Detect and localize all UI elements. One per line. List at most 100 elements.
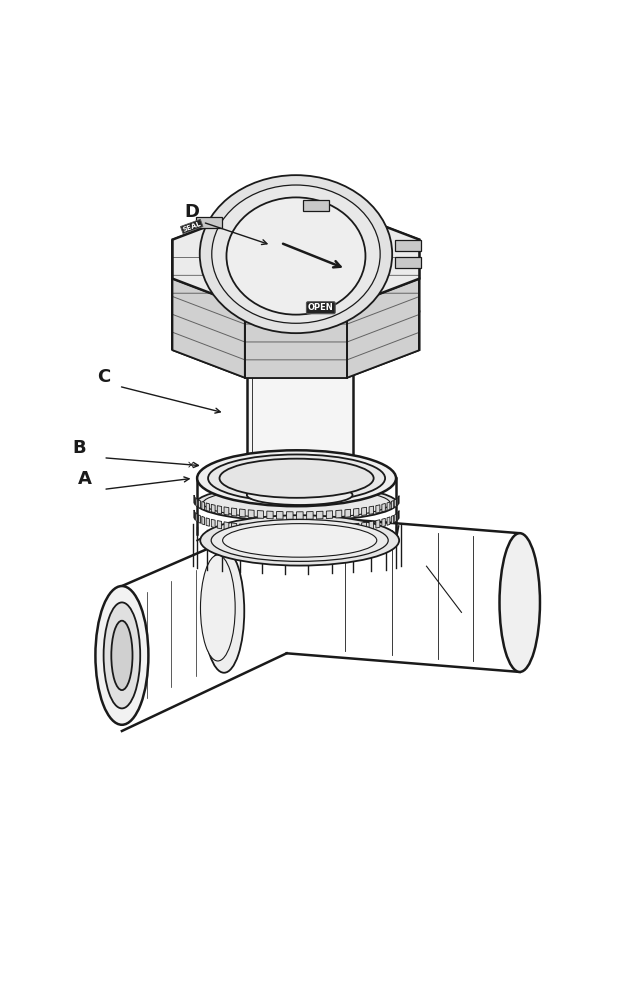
- Polygon shape: [173, 284, 419, 378]
- Polygon shape: [199, 500, 201, 508]
- Polygon shape: [217, 521, 222, 529]
- Polygon shape: [199, 515, 201, 523]
- Ellipse shape: [211, 519, 388, 561]
- Polygon shape: [307, 527, 313, 534]
- Polygon shape: [391, 500, 394, 509]
- Polygon shape: [369, 521, 374, 529]
- Polygon shape: [354, 523, 359, 531]
- Text: OPEN: OPEN: [308, 303, 334, 312]
- Text: SEAL: SEAL: [181, 220, 202, 233]
- Ellipse shape: [208, 454, 385, 502]
- Polygon shape: [196, 217, 222, 228]
- Polygon shape: [196, 498, 197, 507]
- Ellipse shape: [247, 485, 353, 505]
- Ellipse shape: [200, 175, 392, 333]
- Polygon shape: [224, 522, 229, 530]
- Polygon shape: [257, 511, 264, 518]
- Polygon shape: [382, 503, 385, 512]
- Polygon shape: [232, 523, 237, 531]
- Polygon shape: [303, 200, 329, 211]
- Polygon shape: [277, 526, 283, 534]
- Polygon shape: [173, 279, 245, 378]
- Polygon shape: [257, 525, 264, 533]
- Polygon shape: [206, 503, 209, 511]
- Text: C: C: [97, 368, 110, 386]
- Ellipse shape: [112, 621, 133, 690]
- Polygon shape: [387, 517, 390, 525]
- Polygon shape: [287, 512, 293, 519]
- Ellipse shape: [227, 197, 366, 315]
- Polygon shape: [382, 518, 385, 527]
- Polygon shape: [347, 279, 419, 378]
- Polygon shape: [395, 257, 421, 268]
- Polygon shape: [395, 240, 421, 251]
- Polygon shape: [247, 362, 353, 495]
- Polygon shape: [194, 497, 196, 505]
- Polygon shape: [196, 513, 197, 522]
- Polygon shape: [245, 212, 347, 284]
- Polygon shape: [345, 509, 351, 517]
- Polygon shape: [240, 524, 245, 532]
- Ellipse shape: [247, 350, 353, 374]
- Polygon shape: [173, 212, 419, 306]
- Polygon shape: [316, 511, 323, 519]
- Ellipse shape: [203, 488, 390, 518]
- Ellipse shape: [197, 450, 396, 506]
- Text: A: A: [78, 470, 92, 488]
- Text: ×: ×: [186, 461, 194, 471]
- Polygon shape: [217, 506, 222, 514]
- Polygon shape: [345, 524, 351, 532]
- Polygon shape: [395, 514, 396, 522]
- Polygon shape: [277, 511, 283, 519]
- Ellipse shape: [212, 185, 380, 323]
- Polygon shape: [369, 506, 374, 514]
- Polygon shape: [211, 519, 215, 528]
- Polygon shape: [397, 512, 398, 521]
- Polygon shape: [397, 497, 398, 506]
- Polygon shape: [347, 212, 419, 311]
- Polygon shape: [297, 512, 303, 519]
- Polygon shape: [376, 520, 380, 528]
- Ellipse shape: [219, 459, 374, 498]
- Polygon shape: [211, 504, 215, 513]
- Ellipse shape: [200, 515, 399, 566]
- Polygon shape: [326, 526, 333, 533]
- Polygon shape: [224, 507, 229, 515]
- Polygon shape: [307, 512, 313, 519]
- Polygon shape: [326, 511, 333, 519]
- Polygon shape: [202, 501, 204, 510]
- Ellipse shape: [222, 524, 377, 557]
- Polygon shape: [232, 508, 237, 516]
- Ellipse shape: [204, 549, 244, 673]
- Polygon shape: [395, 499, 396, 507]
- Polygon shape: [287, 527, 293, 534]
- Polygon shape: [248, 525, 254, 533]
- Polygon shape: [336, 525, 342, 533]
- Polygon shape: [194, 512, 196, 520]
- Polygon shape: [354, 508, 359, 516]
- Polygon shape: [316, 526, 323, 534]
- Polygon shape: [248, 510, 254, 518]
- Ellipse shape: [196, 485, 397, 521]
- Polygon shape: [173, 212, 245, 311]
- Ellipse shape: [103, 602, 140, 708]
- Text: B: B: [72, 439, 86, 457]
- Polygon shape: [387, 502, 390, 510]
- Polygon shape: [245, 306, 347, 378]
- Polygon shape: [240, 509, 245, 517]
- Text: D: D: [184, 203, 199, 221]
- Ellipse shape: [500, 533, 540, 672]
- Polygon shape: [267, 511, 273, 519]
- Ellipse shape: [95, 586, 148, 725]
- Ellipse shape: [241, 476, 358, 501]
- Polygon shape: [297, 527, 303, 534]
- Polygon shape: [206, 518, 209, 526]
- Ellipse shape: [201, 555, 235, 661]
- Polygon shape: [361, 507, 366, 515]
- Polygon shape: [336, 510, 342, 518]
- Polygon shape: [376, 505, 380, 513]
- Polygon shape: [361, 522, 366, 530]
- Polygon shape: [267, 526, 273, 534]
- Polygon shape: [202, 516, 204, 525]
- Polygon shape: [391, 515, 394, 524]
